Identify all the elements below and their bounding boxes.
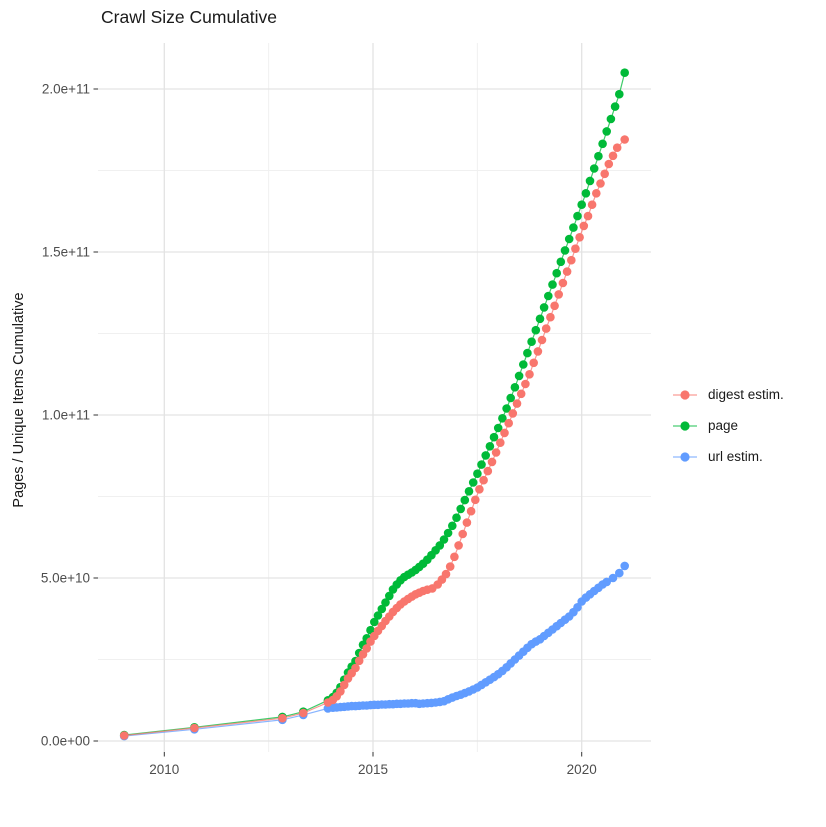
legend-label-url-estim: url estim. <box>708 449 763 464</box>
series-digest-estim <box>119 135 629 740</box>
svg-text:1.5e+11: 1.5e+11 <box>42 245 90 260</box>
svg-text:0.0e+00: 0.0e+00 <box>41 734 90 749</box>
digest-estim-key-icon <box>673 389 697 400</box>
legend: digest estim. page url estim. <box>672 379 784 472</box>
legend-label-digest-estim: digest estim. <box>708 387 784 402</box>
legend-item-url-estim: url estim. <box>672 441 784 472</box>
chart-title: Crawl Size Cumulative <box>101 7 278 27</box>
svg-text:5.0e+10: 5.0e+10 <box>41 571 90 586</box>
url-estim-key-icon <box>673 451 697 462</box>
legend-item-digest-estim: digest estim. <box>672 379 784 410</box>
svg-text:2.0e+11: 2.0e+11 <box>42 82 90 97</box>
page-key-icon <box>673 420 697 431</box>
legend-label-page: page <box>708 418 739 433</box>
y-tick-labels: 0.0e+00 5.0e+10 1.0e+11 1.5e+11 2.0e+11 <box>41 82 90 749</box>
svg-text:2020: 2020 <box>567 762 597 777</box>
svg-text:2010: 2010 <box>149 762 179 777</box>
svg-text:2015: 2015 <box>358 762 388 777</box>
axis-ticks <box>93 88 583 757</box>
legend-item-page: page <box>672 410 784 441</box>
x-tick-labels: 2010 2015 2020 <box>149 762 596 777</box>
series-url-estim <box>119 561 629 741</box>
svg-text:1.0e+11: 1.0e+11 <box>42 408 90 423</box>
gridlines <box>98 43 651 752</box>
y-axis-title: Pages / Unique Items Cumulative <box>11 292 27 508</box>
